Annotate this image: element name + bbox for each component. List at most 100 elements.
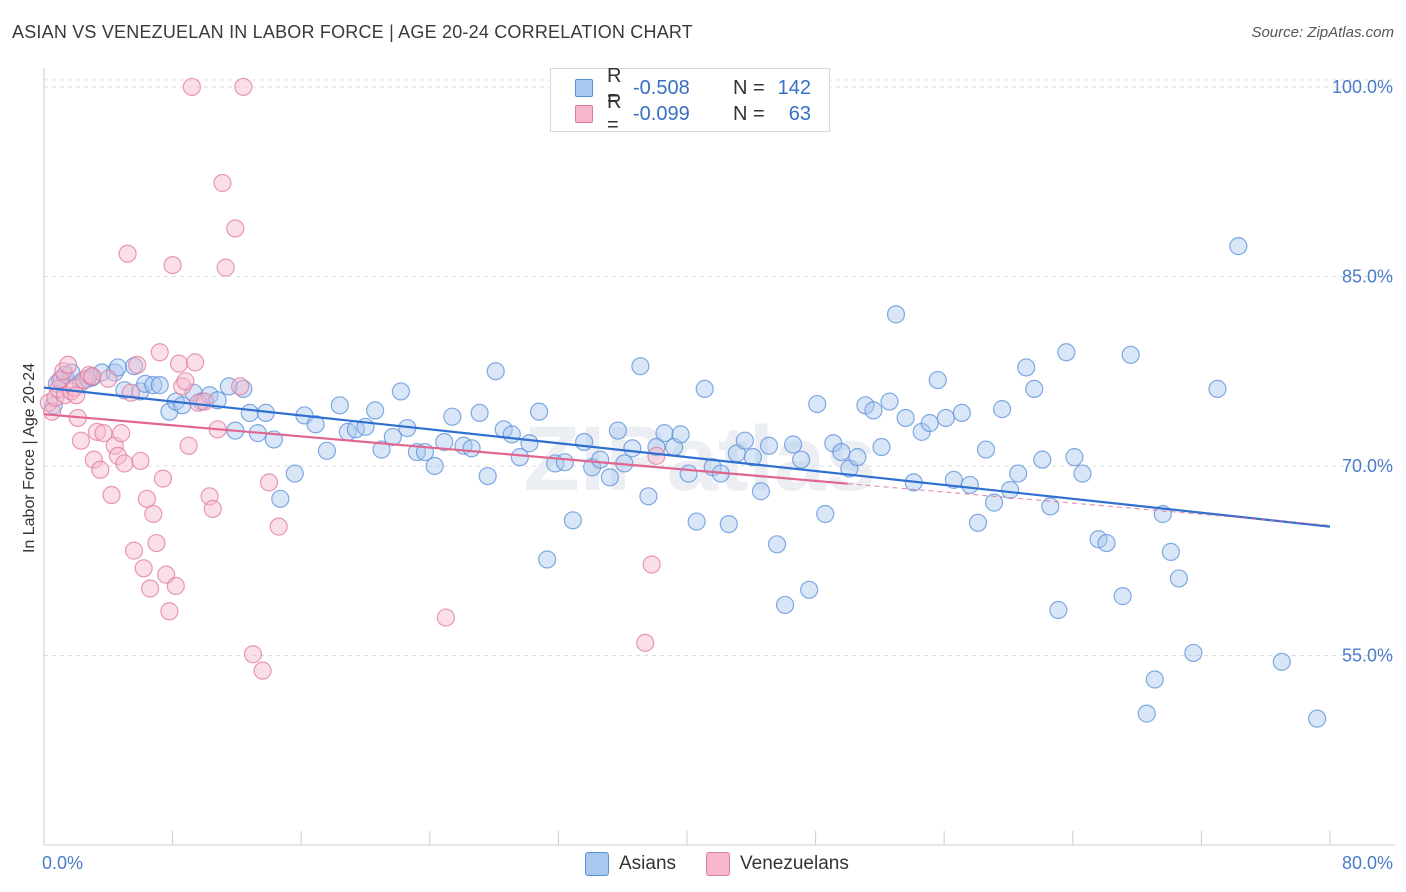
data-point	[366, 401, 385, 420]
data-point	[285, 464, 304, 483]
data-point	[163, 255, 182, 275]
data-point	[896, 408, 915, 428]
data-point	[137, 489, 156, 508]
data-point	[317, 441, 337, 460]
data-point	[67, 386, 86, 405]
data-point	[216, 258, 235, 277]
data-point	[1145, 670, 1164, 689]
data-point	[808, 394, 827, 414]
data-point	[1009, 464, 1028, 483]
data-point	[425, 456, 444, 476]
legend-row-venezuelans: R = -0.099 N = 63	[575, 91, 811, 136]
data-point	[118, 244, 137, 263]
data-point	[150, 343, 169, 362]
data-point	[176, 372, 195, 391]
data-point	[976, 440, 996, 459]
y-axis-label: In Labor Force | Age 20-24	[21, 363, 38, 553]
chart-title: ASIAN VS VENEZUELAN IN LABOR FORCE | AGE…	[12, 22, 693, 42]
data-point	[1033, 450, 1052, 469]
data-point	[102, 485, 121, 505]
data-point	[952, 403, 971, 423]
venezuelans-legend-label: Venezuelans	[740, 853, 849, 874]
data-point	[687, 512, 706, 531]
data-point	[144, 376, 163, 395]
data-point	[179, 436, 198, 455]
data-point	[240, 403, 259, 423]
data-point	[71, 431, 91, 450]
data-point	[1025, 379, 1044, 399]
data-point	[600, 468, 619, 487]
data-point	[173, 377, 192, 396]
x-tick-label: 0.0%	[42, 853, 83, 873]
data-point	[435, 432, 454, 452]
data-point	[87, 422, 107, 441]
data-point	[1097, 533, 1116, 553]
asians-legend-swatch	[585, 852, 609, 876]
data-point	[1208, 379, 1227, 399]
trend-line	[43, 386, 1331, 528]
y-tick-label: 55.0%	[1342, 645, 1393, 665]
asians-swatch	[575, 79, 593, 97]
data-point	[520, 434, 539, 453]
data-point	[182, 77, 201, 97]
data-point	[169, 354, 189, 373]
data-point	[591, 450, 610, 469]
data-point	[608, 421, 627, 440]
data-point	[1121, 345, 1140, 364]
data-point	[800, 580, 819, 599]
data-point	[128, 355, 147, 375]
trend-line	[43, 413, 848, 485]
y-tick-label: 100.0%	[1332, 77, 1393, 97]
data-point	[269, 517, 288, 536]
data-point	[486, 362, 505, 381]
data-point	[792, 450, 811, 469]
r-label: R =	[607, 91, 622, 136]
data-point	[767, 535, 787, 554]
data-point	[655, 424, 674, 443]
data-point	[671, 425, 690, 444]
data-point	[1041, 497, 1060, 516]
data-point	[735, 431, 754, 450]
data-point	[462, 439, 481, 458]
data-point	[695, 379, 714, 399]
grid-lines	[44, 79, 1395, 656]
data-point	[84, 450, 103, 469]
data-point	[920, 413, 939, 433]
data-point	[1308, 709, 1327, 728]
n-label: N =	[733, 102, 765, 125]
data-point	[306, 415, 325, 434]
legend-item-venezuelans[interactable]: Venezuelans	[706, 852, 849, 876]
data-point	[992, 400, 1012, 419]
axes	[43, 68, 1395, 846]
y-tick-label: 85.0%	[1342, 266, 1393, 286]
data-point	[575, 432, 594, 452]
r-label: R =	[607, 65, 622, 110]
data-point	[1272, 652, 1291, 671]
r-value: -0.508	[633, 76, 690, 99]
data-point	[160, 602, 179, 621]
data-point	[960, 475, 980, 495]
data-point	[636, 633, 655, 652]
data-point	[443, 407, 462, 426]
data-point	[783, 435, 803, 454]
series-legend: Asians Venezuelans	[585, 852, 879, 876]
data-point	[1184, 643, 1203, 663]
data-point	[538, 550, 557, 569]
data-point	[555, 453, 574, 472]
data-point	[226, 219, 245, 238]
data-point	[944, 470, 963, 489]
data-point	[631, 357, 650, 376]
data-point	[1161, 542, 1180, 561]
series-venezuelans	[39, 77, 671, 680]
legend-item-asians[interactable]: Asians	[585, 852, 676, 876]
data-point	[968, 513, 988, 532]
data-point	[134, 559, 153, 578]
data-point	[59, 355, 78, 375]
data-point	[208, 391, 227, 410]
data-point	[150, 376, 169, 395]
data-point	[144, 504, 163, 524]
data-point	[816, 504, 835, 524]
data-point	[253, 661, 272, 680]
asians-legend-label: Asians	[619, 853, 677, 874]
data-point	[391, 382, 410, 401]
